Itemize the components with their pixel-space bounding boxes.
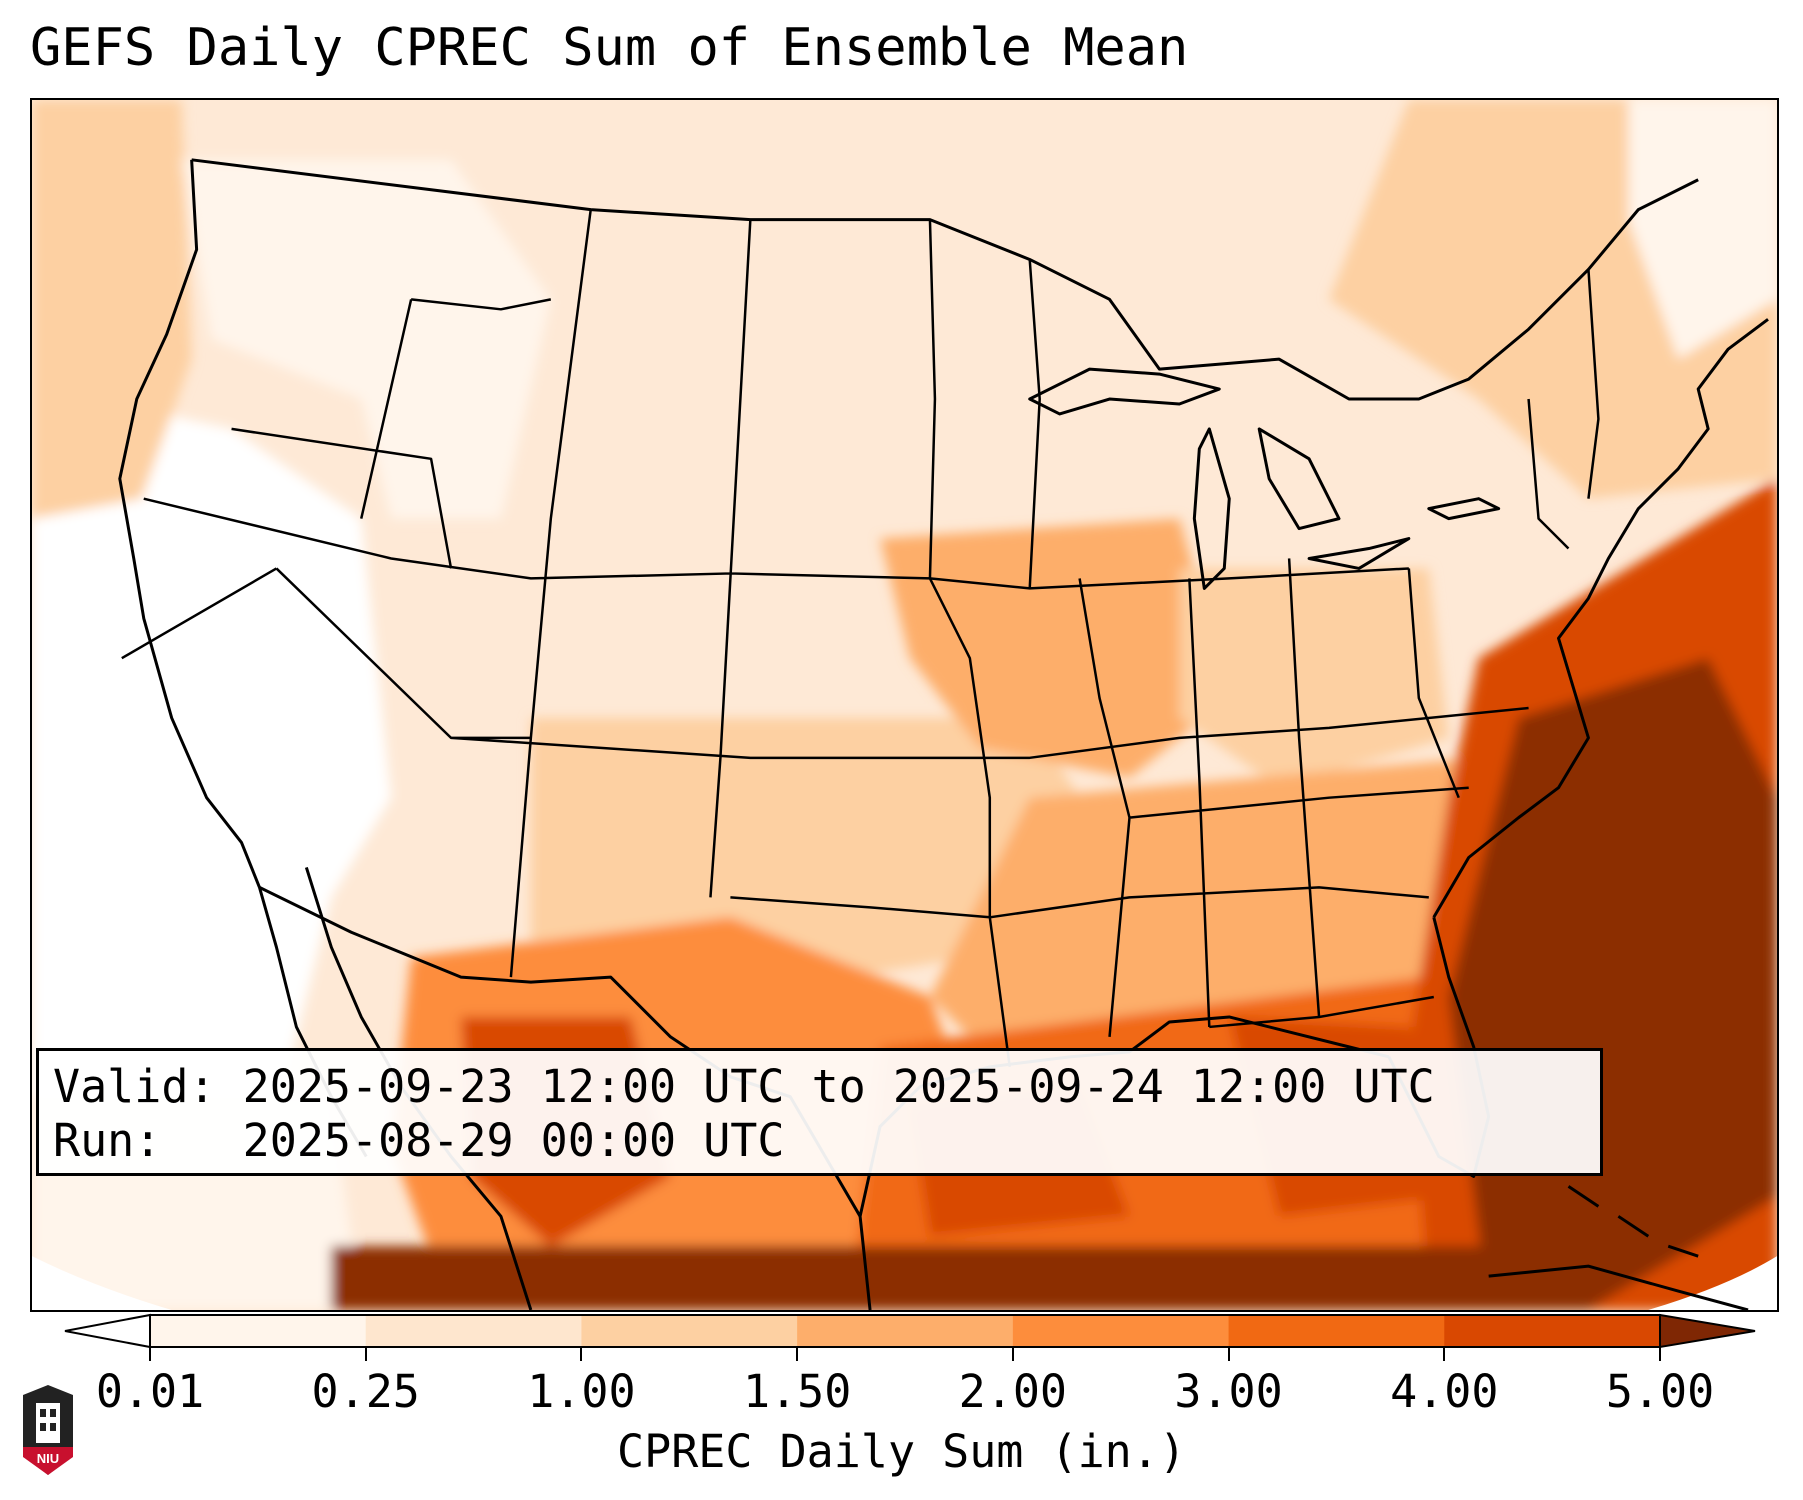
colorbar-segment xyxy=(797,1315,1014,1347)
precip-region-west-dry xyxy=(32,399,392,1097)
colorbar-tick-label: 1.00 xyxy=(527,1365,636,1418)
niu-logo-tower xyxy=(36,1403,60,1443)
colorbar-tick-label: 2.00 xyxy=(958,1365,1068,1418)
projection-corner-left xyxy=(32,1256,172,1310)
precip-region-nw-light xyxy=(181,159,551,519)
colorbar-under-arrow xyxy=(64,1313,151,1349)
colorbar-tick-label: 5.00 xyxy=(1605,1365,1715,1418)
colorbar-tick-label: 0.25 xyxy=(311,1365,420,1418)
lake-superior xyxy=(1028,367,1221,416)
niu-logo-text: NIU xyxy=(37,1451,59,1466)
lake-ontario xyxy=(1427,497,1501,521)
colorbar-tick-mark xyxy=(1659,1347,1661,1361)
colorbar-tick-mark xyxy=(364,1347,367,1361)
colorbar-tick-mark xyxy=(1011,1347,1014,1361)
colorbar-tick-label: 1.50 xyxy=(742,1365,852,1418)
precip-region-south-strip xyxy=(331,1246,1529,1310)
colorbar-tick-mark xyxy=(580,1347,583,1361)
coastline-pacific xyxy=(118,159,261,888)
colorbar-tick-label: 4.00 xyxy=(1390,1365,1499,1418)
precip-region-pacific xyxy=(32,100,192,519)
colorbar-segment xyxy=(150,1315,367,1347)
colorbar-segment xyxy=(581,1315,798,1347)
niu-logo-band xyxy=(23,1447,73,1475)
coastline-atlantic xyxy=(1432,318,1769,919)
projection-corner-right xyxy=(1648,1256,1777,1310)
colorbar-tick-mark xyxy=(1443,1347,1446,1361)
colorbar-segment xyxy=(1228,1315,1445,1347)
state-borders xyxy=(121,209,1600,1067)
map-title: GEFS Daily CPREC Sum of Ensemble Mean xyxy=(30,18,1189,78)
precip-region-nova xyxy=(1628,100,1777,360)
colorbar-outline xyxy=(149,1314,1661,1348)
lake-erie xyxy=(1307,537,1411,570)
colorbar-segment xyxy=(1444,1315,1661,1347)
colorbar-segment xyxy=(365,1315,582,1347)
border-canada xyxy=(191,158,1699,401)
colorbar-segment xyxy=(1012,1315,1230,1347)
colorbar-tick-label: 3.00 xyxy=(1174,1365,1283,1418)
valid-run-box: Valid: 2025-09-23 12:00 UTC to 2025-09-2… xyxy=(36,1048,1603,1176)
island-bahamas xyxy=(1567,1185,1699,1258)
lake-huron xyxy=(1257,427,1341,531)
valid-time-text: Valid: 2025-09-23 12:00 UTC to 2025-09-2… xyxy=(53,1060,1435,1113)
colorbar-over-arrow xyxy=(1659,1313,1756,1349)
colorbar-tick-mark xyxy=(149,1347,151,1361)
colorbar-label: CPREC Daily Sum (in.) xyxy=(617,1425,1186,1478)
lake-michigan xyxy=(1192,427,1231,590)
niu-logo: NIU xyxy=(23,1385,73,1475)
colorbar-tick-label: 0.01 xyxy=(95,1365,205,1418)
run-time-text: Run: 2025-08-29 00:00 UTC xyxy=(53,1114,785,1167)
colorbar xyxy=(64,1313,1756,1349)
islands xyxy=(1488,1185,1749,1310)
colorbar-tick-mark xyxy=(796,1347,799,1361)
colorbar-tick-mark xyxy=(1227,1347,1230,1361)
colorbar-segments xyxy=(64,1313,1756,1349)
island-cuba xyxy=(1488,1264,1749,1310)
